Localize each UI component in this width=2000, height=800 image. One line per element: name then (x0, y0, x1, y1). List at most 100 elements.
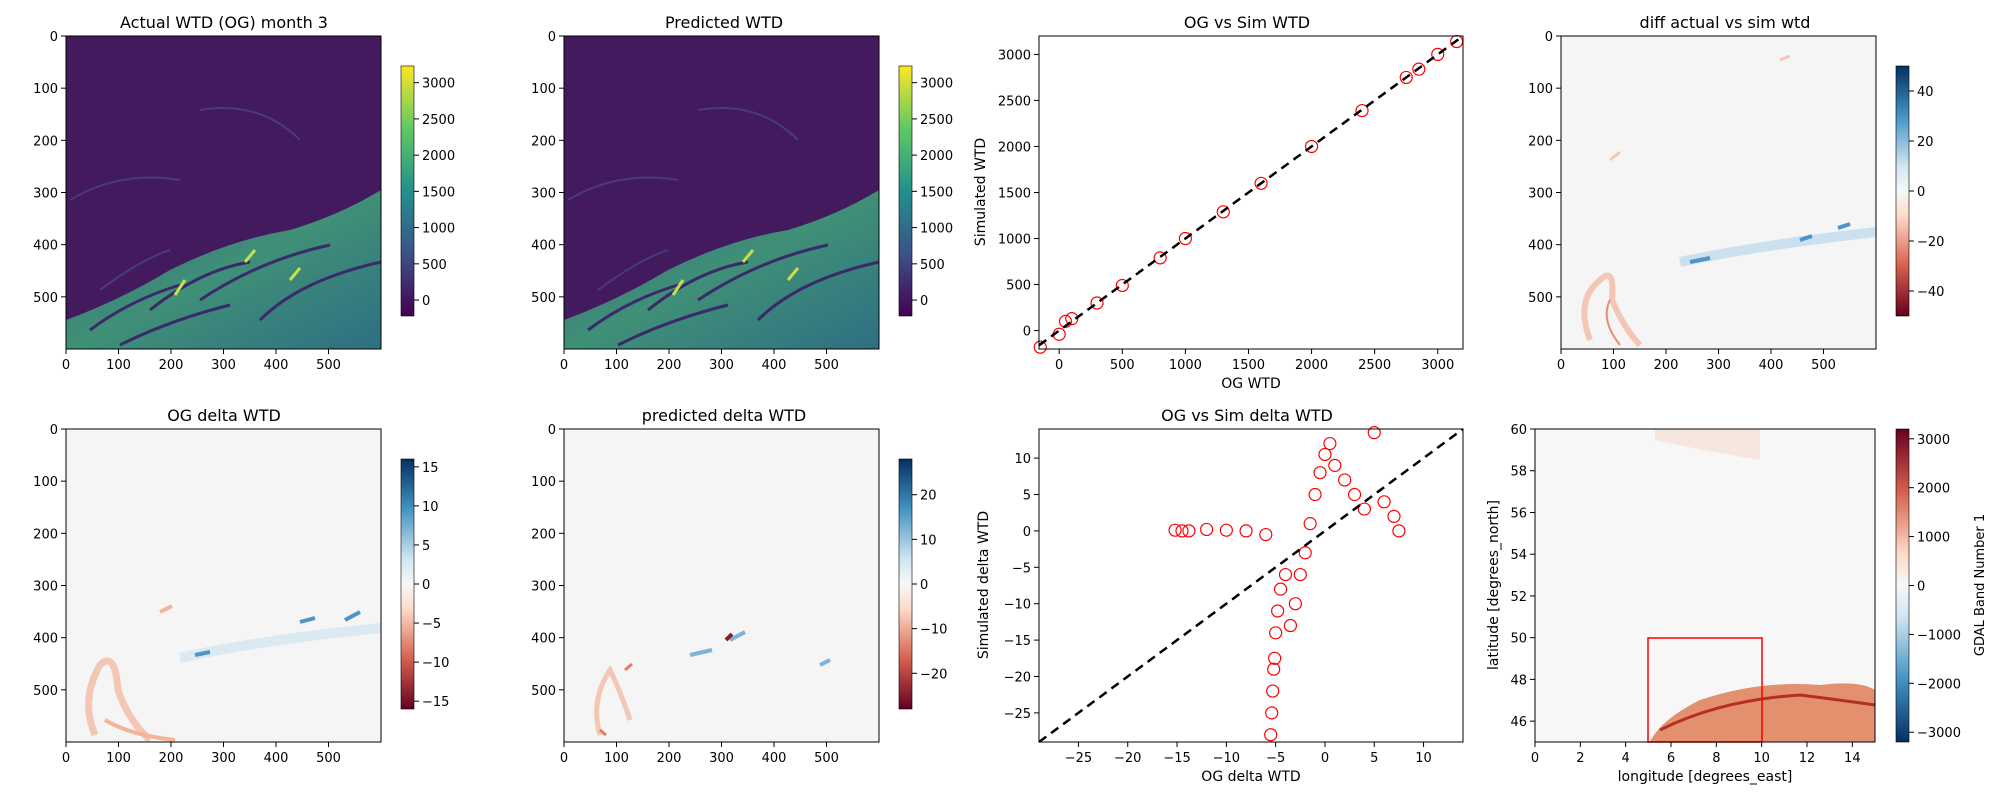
colorbar-axis: −40 −20 0 20 40 (1909, 85, 1944, 300)
heatmap-blue-band (1678, 227, 1877, 267)
scatter-point (1288, 597, 1302, 611)
scatter-point (1412, 62, 1426, 76)
x-tick-label: 14 (1844, 751, 1861, 766)
x-tick-label: 400 (762, 358, 787, 373)
panel-title-2: Predicted WTD (665, 13, 783, 32)
x-tick-label: 500 (1811, 358, 1836, 373)
y-axis-label: Simulated delta WTD (976, 511, 992, 659)
x-tick-label: 100 (106, 751, 131, 766)
x-tick-label: 0 (62, 751, 70, 766)
y-tick-label: 0 (1023, 525, 1031, 540)
x-tick-label: 1000 (1169, 358, 1202, 373)
x-tick-label: 300 (211, 358, 236, 373)
x-tick-label: 500 (814, 358, 839, 373)
colorbar-axis: 0 500 1000 1500 2000 2500 3000 (414, 77, 455, 309)
scatter-point (1178, 231, 1192, 246)
scatter-point (1399, 70, 1413, 85)
colorbar-tick-label: −2000 (1917, 677, 1961, 692)
heatmap-hills (69, 107, 301, 291)
heatmap-dark-spot (724, 632, 734, 642)
scatter-point (1239, 524, 1253, 538)
heatmap-blue-spots (689, 630, 831, 667)
panel-title-3: OG vs Sim WTD (1184, 13, 1310, 32)
y-tick-label: 400 (1528, 239, 1553, 254)
scatter-point (1293, 567, 1307, 582)
colorbar-tick-label: 1000 (1917, 531, 1950, 546)
colorbar-tick-label: −15 (422, 695, 449, 710)
x-tick-label: 10 (1415, 751, 1432, 766)
colorbar (1895, 65, 1910, 317)
colorbar-tick-label: −5 (422, 617, 441, 632)
scatter-point (1266, 684, 1280, 698)
x-tick-label: 200 (159, 358, 184, 373)
colorbar (400, 458, 415, 710)
colorbar-tick-label: −20 (1917, 235, 1944, 250)
y-tick-label: 0 (1545, 30, 1553, 45)
y-tick-label: 100 (531, 475, 556, 490)
y-tick-label: −15 (1004, 634, 1031, 649)
y-tick-label: 200 (33, 527, 58, 542)
colorbar-tick-label: 2500 (920, 113, 953, 128)
x-axis: 0 100 200 300 400 500 (560, 742, 839, 766)
y-tick-label: 3000 (998, 48, 1031, 63)
panel-title-7: OG vs Sim delta WTD (1161, 406, 1333, 425)
y-axis: 0 500 1000 1500 2000 2500 3000 (998, 48, 1039, 340)
x-tick-label: 300 (709, 358, 734, 373)
scatter-point (1115, 278, 1129, 293)
x-tick-label: 100 (604, 358, 629, 373)
reference-line (1038, 427, 1464, 744)
plot-frame (1038, 428, 1464, 743)
colorbar-tick-label: −10 (920, 623, 947, 638)
colorbar-tick-label: −40 (1917, 285, 1944, 300)
y-tick-label: 500 (1006, 279, 1031, 294)
x-tick-label: 100 (106, 358, 131, 373)
y-tick-label: 300 (33, 580, 58, 595)
panel-actual-wtd: 0 100 200 300 400 500 0 100 200 300 400 500 0 500 10… (33, 30, 455, 373)
x-axis-label: OG WTD (1221, 376, 1281, 392)
scatter-point (1313, 466, 1327, 480)
colorbar-tick-label: 3000 (1917, 433, 1950, 448)
y-axis-label: Simulated WTD (973, 138, 989, 246)
colorbar-tick-label: 40 (1917, 85, 1934, 100)
map-land-north (1655, 429, 1760, 460)
x-tick-label: 0 (560, 751, 568, 766)
scatter-point (1175, 524, 1189, 538)
colorbar-tick-label: 2000 (422, 149, 455, 164)
x-axis: −25 −20 −15 −10 −5 0 5 10 (1065, 742, 1432, 766)
y-tick-label: 200 (33, 134, 58, 149)
x-axis: 0 100 200 300 400 500 (62, 349, 341, 373)
colorbar-tick-label: 20 (920, 489, 937, 504)
scatter-point (1254, 176, 1268, 190)
x-tick-label: 0 (1531, 751, 1539, 766)
scatter-markers (1168, 426, 1406, 742)
scatter-point (1182, 524, 1196, 538)
colorbar-tick-label: 1000 (422, 222, 455, 237)
x-axis: 0 100 200 300 400 500 (1557, 349, 1836, 373)
y-tick-label: −5 (1012, 561, 1031, 576)
x-tick-label: 500 (814, 751, 839, 766)
colorbar-tick-label: 0 (1917, 185, 1925, 200)
x-tick-label: 1500 (1232, 358, 1265, 373)
panel-title-4: diff actual vs sim wtd (1640, 13, 1811, 32)
y-axis: 46 48 50 52 54 56 58 60 (1510, 423, 1535, 730)
y-tick-label: 0 (548, 30, 556, 45)
scatter-point (1033, 340, 1047, 354)
y-tick-label: 500 (33, 684, 58, 699)
scatter-point (1304, 139, 1319, 154)
scatter-point (1355, 103, 1369, 118)
scatter-point (1271, 604, 1285, 618)
heatmap-red-patch (1605, 299, 1621, 346)
x-tick-label: 300 (211, 751, 236, 766)
y-tick-label: 60 (1510, 423, 1527, 438)
x-tick-label: −10 (1213, 751, 1240, 766)
colorbar-tick-label: 0 (422, 294, 430, 309)
scatter-point (1347, 487, 1362, 502)
map-alps-detail (1659, 693, 1876, 732)
y-tick-label: 300 (33, 187, 58, 202)
heatmap-red-patch (85, 657, 153, 743)
y-tick-label: 0 (548, 423, 556, 438)
heatmap-red-patch (1581, 272, 1643, 348)
heatmap-valley-lines (587, 243, 880, 347)
